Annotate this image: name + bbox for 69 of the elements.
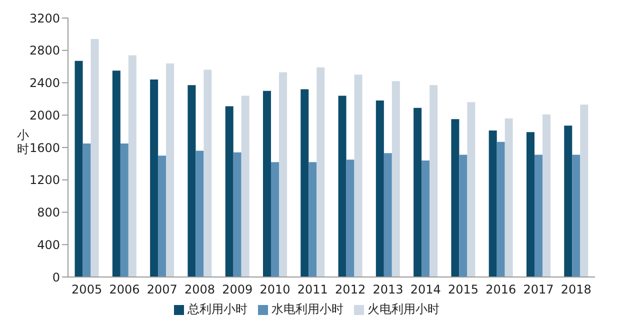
y-tick-label: 2000	[29, 108, 60, 122]
bar	[158, 156, 166, 277]
bar	[376, 100, 384, 277]
bar	[459, 154, 468, 277]
bar	[422, 160, 430, 277]
bar	[128, 55, 136, 277]
bar	[120, 143, 128, 277]
bar	[354, 74, 362, 277]
x-tick-label: 2012	[335, 282, 366, 297]
x-tick-label: 2016	[486, 282, 516, 297]
y-tick-label: 1200	[29, 173, 60, 188]
x-tick-label: 2011	[297, 282, 328, 297]
bar	[504, 118, 513, 277]
y-tick-label: 2400	[29, 76, 60, 90]
y-tick-label: 400	[37, 238, 60, 252]
legend-label: 水电利用小时	[272, 302, 344, 316]
legend-label: 总利用小时	[188, 302, 248, 316]
bar	[204, 70, 212, 277]
x-tick-label: 2018	[560, 282, 592, 297]
bar	[564, 126, 572, 277]
bar	[241, 96, 250, 277]
y-axis-title: 小时	[16, 128, 29, 156]
bar	[346, 160, 354, 277]
bar	[225, 106, 234, 277]
bar	[384, 153, 392, 277]
x-tick-label: 2007	[146, 282, 178, 297]
y-tick-label: 2800	[29, 44, 60, 58]
bar	[74, 60, 83, 277]
bar	[166, 63, 174, 277]
x-tick-label: 2010	[260, 282, 290, 297]
bar	[150, 80, 158, 277]
y-tick-label: 0	[52, 270, 60, 284]
x-tick-label: 2008	[184, 282, 216, 297]
x-tick-label: 2009	[222, 282, 253, 297]
bar	[338, 96, 346, 277]
bar	[278, 72, 287, 277]
bar	[262, 90, 271, 277]
bar	[82, 143, 91, 277]
bar	[496, 142, 505, 277]
bar	[580, 104, 588, 277]
y-tick-label: 800	[37, 206, 60, 220]
bar	[414, 108, 422, 277]
bar	[316, 67, 325, 277]
bar	[430, 85, 438, 277]
bar	[233, 152, 242, 277]
bar	[112, 70, 120, 277]
x-tick-label: 2006	[109, 282, 140, 297]
x-tick-label: 2015	[448, 282, 479, 297]
bar	[90, 39, 99, 277]
bar	[526, 132, 534, 277]
bar	[451, 119, 460, 277]
bar	[196, 150, 204, 277]
bar	[542, 114, 550, 277]
x-tick-label: 2013	[372, 282, 404, 297]
y-tick-label: 3200	[29, 11, 60, 26]
bar	[270, 162, 279, 277]
bar	[188, 85, 196, 277]
x-tick-label: 2005	[72, 282, 102, 297]
bar	[308, 162, 317, 277]
y-tick-label: 1600	[29, 140, 60, 155]
bar	[467, 102, 476, 277]
legend-label: 火电利用小时	[368, 302, 440, 316]
bar	[392, 81, 400, 277]
x-tick-label: 2014	[410, 282, 441, 297]
x-tick-label: 2017	[523, 282, 554, 297]
bar	[300, 89, 309, 277]
bar	[488, 130, 497, 277]
bar	[534, 154, 542, 277]
bar	[572, 154, 580, 277]
